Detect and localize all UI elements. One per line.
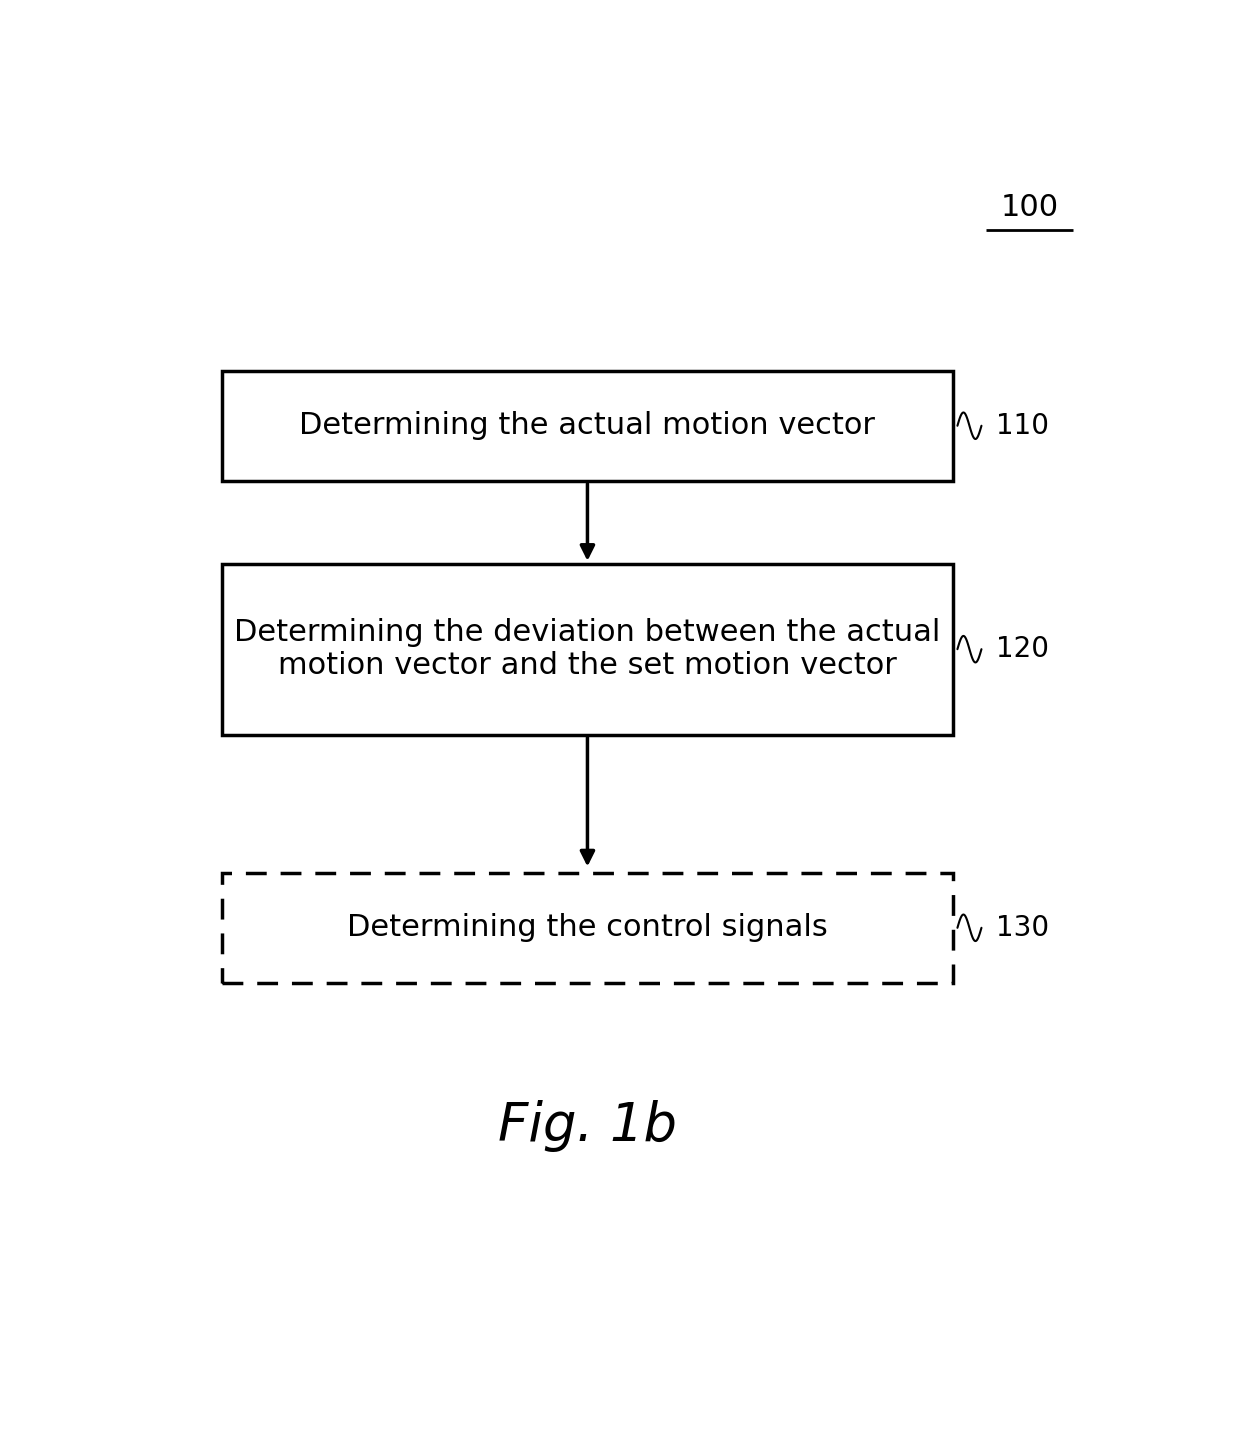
Text: 130: 130 bbox=[996, 914, 1049, 941]
Text: 120: 120 bbox=[996, 635, 1049, 663]
Bar bbox=[222, 563, 952, 735]
Text: Determining the control signals: Determining the control signals bbox=[347, 913, 828, 943]
Text: Fig. 1b: Fig. 1b bbox=[498, 1101, 677, 1152]
Text: 110: 110 bbox=[996, 411, 1049, 440]
Bar bbox=[222, 873, 952, 983]
Bar bbox=[222, 371, 952, 481]
Text: Determining the actual motion vector: Determining the actual motion vector bbox=[299, 411, 875, 440]
Text: 100: 100 bbox=[1001, 192, 1059, 222]
Text: Determining the deviation between the actual
motion vector and the set motion ve: Determining the deviation between the ac… bbox=[234, 618, 941, 681]
